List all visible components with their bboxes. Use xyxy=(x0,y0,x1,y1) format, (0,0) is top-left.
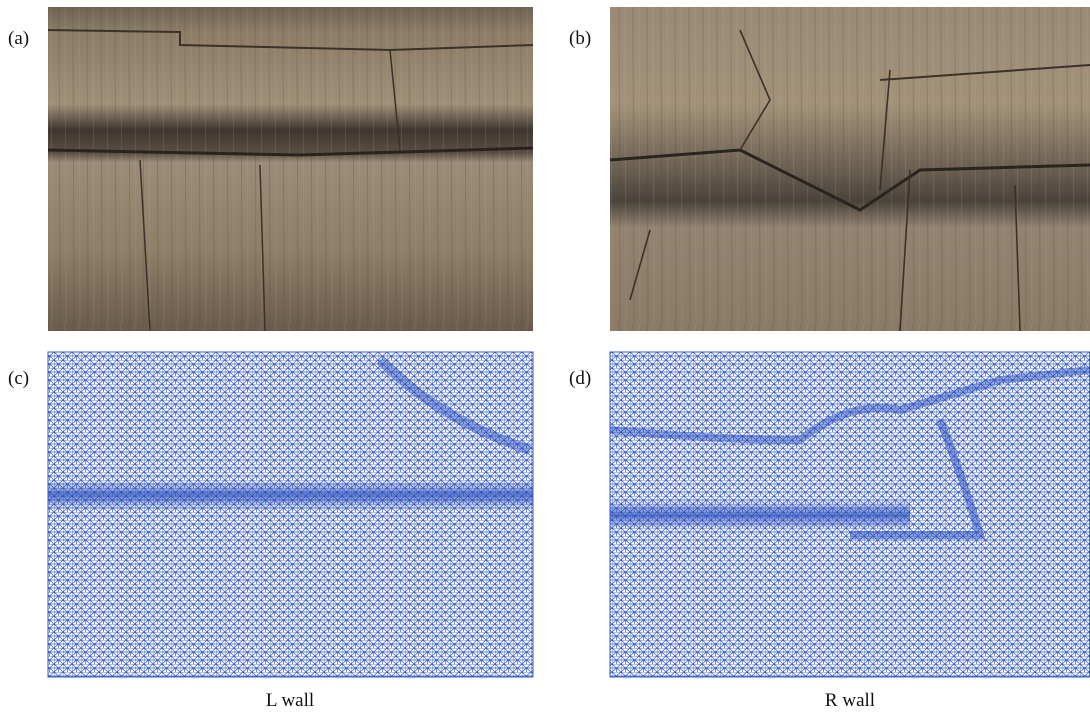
mesh-left xyxy=(48,352,533,677)
photo-left xyxy=(48,7,533,331)
panel-label: (b) xyxy=(569,28,591,49)
caption: L wall xyxy=(266,690,314,711)
panel-label: (a) xyxy=(8,28,29,49)
caption: R wall xyxy=(825,690,875,711)
photo-right xyxy=(610,7,1090,331)
mesh-right xyxy=(610,352,1090,677)
figure: (a) (b) (c) (d) L wall R wall xyxy=(0,0,1090,712)
panel-label: (d) xyxy=(569,368,591,389)
panel-label: (c) xyxy=(8,368,29,389)
